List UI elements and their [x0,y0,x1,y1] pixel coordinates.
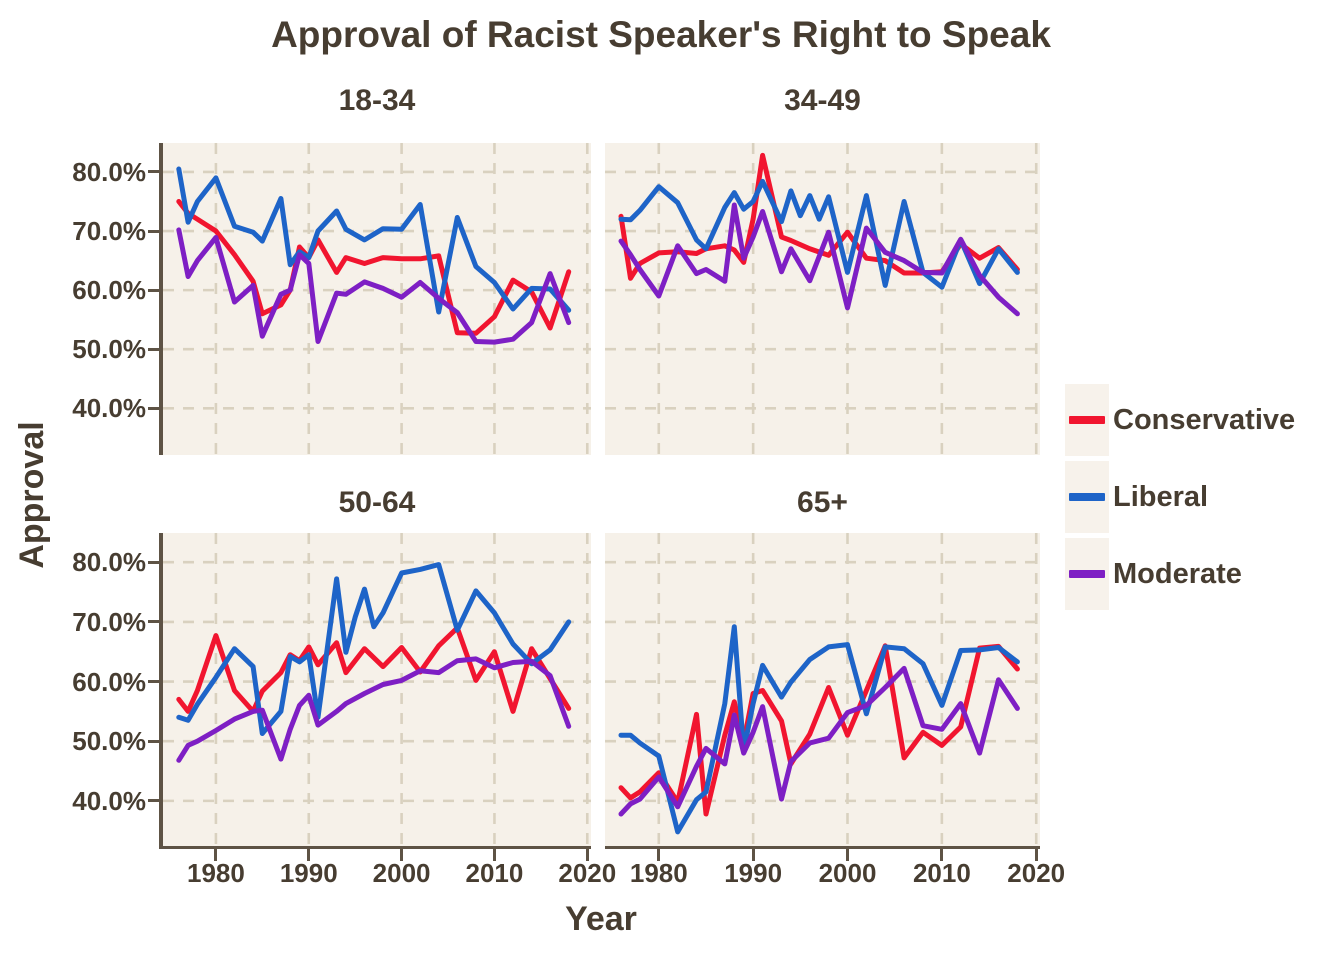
line-65+-liberal [618,624,1020,835]
legend-swatch-conservative-line [1069,416,1105,424]
line-18-34-moderate [176,227,572,345]
y-tick-label: 50.0% [72,334,146,365]
x-tick-mark [657,849,661,861]
y-tick-mark [148,229,160,233]
line-65+-conservative [618,643,1020,817]
facet-title-34-49: 34-49 [784,84,861,117]
x-tick-mark [1034,849,1038,861]
y-tick-label: 70.0% [72,216,146,247]
line-50-64-moderate [176,656,572,763]
y-tick-label: 80.0% [72,547,146,578]
x-tick-mark [585,849,589,861]
x-tick-mark [214,849,218,861]
x-tick-label: 1980 [629,858,688,888]
y-tick-label: 60.0% [72,275,146,306]
legend-swatch-moderate-line [1069,570,1105,578]
line-34-49-moderate [618,202,1020,317]
x-axis-title: Year [565,900,637,938]
y-axis-line [159,143,163,455]
legend-label-liberal: Liberal [1113,480,1209,513]
facet-title-18-34: 18-34 [338,84,416,117]
y-tick-label: 80.0% [72,156,146,187]
line-50-64-liberal [176,562,572,736]
x-tick-mark [307,849,311,861]
x-tick-mark [400,849,404,861]
x-tick-label: 2020 [1007,858,1066,888]
x-tick-label: 2010 [465,858,524,888]
panel-50-64 [163,533,591,848]
panel-18-34 [163,143,591,455]
y-tick-label: 40.0% [72,393,146,424]
x-tick-label: 1990 [279,858,338,888]
x-tick-mark [751,849,755,861]
y-tick-label: 60.0% [72,666,146,697]
facet-title-65plus: 65+ [797,486,848,519]
x-tick-label: 2000 [818,858,877,888]
y-tick-mark [148,560,160,564]
x-tick-label: 1990 [724,858,783,888]
y-tick-label: 40.0% [72,785,146,816]
chart-title: Approval of Racist Speaker's Right to Sp… [271,14,1051,55]
x-axis-line [159,845,591,849]
legend-label-conservative: Conservative [1113,403,1296,436]
x-tick-label: 2000 [372,858,431,888]
line-18-34-liberal [176,166,572,315]
x-tick-label: 2020 [558,858,617,888]
y-tick-mark [148,288,160,292]
x-tick-mark [940,849,944,861]
line-18-34-conservative [176,199,572,336]
y-tick-mark [148,347,160,351]
facet-title-50-64: 50-64 [338,486,416,519]
y-axis-title: Approval [12,421,51,569]
y-tick-mark [148,739,160,743]
panel-34-49 [605,143,1040,455]
y-tick-label: 70.0% [72,606,146,637]
y-tick-mark [148,799,160,803]
y-axis-line [159,533,163,848]
y-tick-mark [148,620,160,624]
y-tick-mark [148,170,160,174]
y-tick-mark [148,406,160,410]
line-34-49-liberal [618,178,1020,290]
x-axis-line [605,845,1040,849]
line-50-64-conservative [176,625,572,714]
x-tick-label: 1980 [186,858,245,888]
x-tick-mark [846,849,849,861]
panel-65plus [605,533,1040,848]
y-tick-label: 50.0% [72,726,146,757]
legend-label-moderate: Moderate [1113,557,1242,590]
legend-swatch-liberal-line [1069,493,1105,501]
line-65+-moderate [618,665,1020,817]
x-tick-label: 2010 [912,858,971,888]
y-tick-mark [148,680,160,684]
x-tick-mark [492,849,496,861]
